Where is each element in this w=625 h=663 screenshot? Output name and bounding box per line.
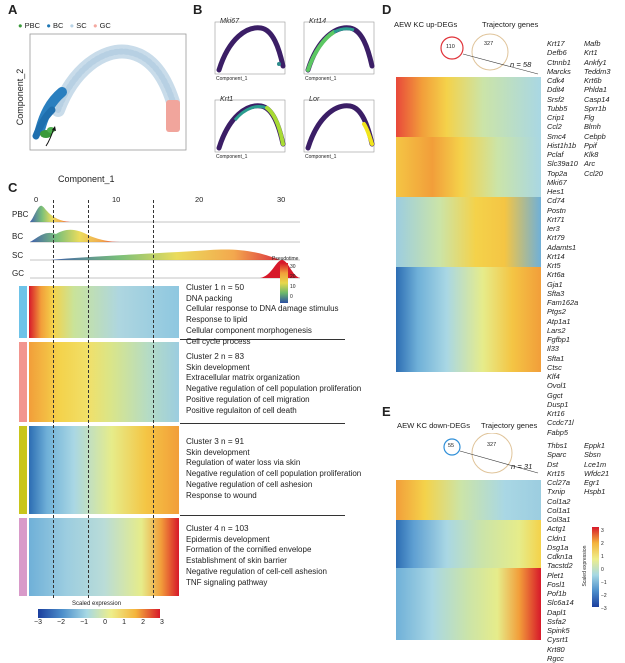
e-heatmap xyxy=(396,480,541,640)
cluster-4-text: Cluster 4 n = 103 Epidermis development … xyxy=(186,524,327,587)
guide-line-3 xyxy=(153,200,154,598)
e-left-title: AEW KC down-DEGs xyxy=(397,421,471,430)
pseudotime-ticks: 30 20 10 0 xyxy=(290,264,296,300)
cluster-3-heatmap xyxy=(29,426,179,514)
d-gene-list-2: Mafb Krt1 Ankfy1 Teddm3 Krt6b Phlda1 Cas… xyxy=(584,39,611,178)
d-left-title: AEW KC up-DEGs xyxy=(394,20,458,29)
panel-b-xlabel-4: Component_1 xyxy=(305,154,337,160)
d-right-title: Trajectory genes xyxy=(482,20,539,29)
cluster-1-text: Cluster 1 n = 50 DNA packing Cellular re… xyxy=(186,283,339,346)
legend-bc: BC xyxy=(52,21,64,30)
c-scale-label: Scaled expression xyxy=(72,601,122,607)
panel-c-ridge-plot xyxy=(30,205,300,279)
plot-title-lor: Lor xyxy=(309,94,320,103)
e-scale-label: Scaled expression xyxy=(582,545,588,587)
e-gene-list-2: Eppk1 Sbsn Lce1m Wfdc21 Egr1 Hspb1 xyxy=(584,441,610,497)
e-right-title: Trajectory genes xyxy=(481,421,538,430)
cluster-separator-1 xyxy=(180,339,345,340)
ridge-label-bc: BC xyxy=(12,232,24,241)
c-scale-colorbar xyxy=(38,609,160,618)
panel-b-letter: B xyxy=(193,2,203,17)
e-gene-list-1: Thbs1 Sparc Dst Krt15 Ccl27a Txnip Col1a… xyxy=(547,441,574,663)
e-venn-right-count: 327 xyxy=(487,442,497,448)
panel-a-ylabel: Component_2 xyxy=(15,68,25,126)
guide-line-1 xyxy=(53,200,54,598)
d-venn-right-count: 327 xyxy=(484,41,494,47)
d-heatmap xyxy=(396,77,541,372)
e-scale-ticks: 3 2 1 0 −1 −2 −3 xyxy=(601,528,607,612)
panel-b-xlabel-3: Component_1 xyxy=(216,154,248,160)
cluster-3-text: Cluster 3 n = 91 Skin development Regula… xyxy=(186,437,362,500)
panel-b-plot-mki67 xyxy=(214,21,286,75)
plot-title-krt1: Krt1 xyxy=(220,94,234,103)
panel-b-xlabel-2: Component_1 xyxy=(305,76,337,82)
panel-b-xlabel-1: Component_1 xyxy=(216,76,248,82)
d-venn-left-count: 110 xyxy=(446,44,455,50)
pseudotime-label: Pseudotime xyxy=(272,256,299,262)
e-venn-left-count: 55 xyxy=(448,443,455,449)
panel-a-trajectory-plot xyxy=(29,33,187,151)
cluster-1-heatmap xyxy=(29,286,179,338)
panel-d-letter: D xyxy=(382,2,392,17)
cluster-4-bar xyxy=(19,518,27,596)
c-xtick-10: 10 xyxy=(112,195,121,204)
e-venn-diagram xyxy=(443,433,539,474)
plot-title-mki67: Mki67 xyxy=(220,16,240,25)
ridge-label-sc: SC xyxy=(12,251,24,260)
cluster-2-heatmap xyxy=(29,342,179,422)
e-n-label: n = 31 xyxy=(511,462,533,471)
panel-b-plot-krt1 xyxy=(214,99,286,153)
ridge-label-gc: GC xyxy=(12,269,24,278)
d-gene-list-1: Krt17 Defb6 Ctnnb1 Marcks Cdk4 Ddit4 Srs… xyxy=(547,39,579,437)
cluster-2-bar xyxy=(19,342,27,422)
cluster-separator-3 xyxy=(180,515,345,516)
panel-e-letter: E xyxy=(382,404,391,419)
panel-b-plot-krt14 xyxy=(303,21,375,75)
cluster-1-bar xyxy=(19,286,27,338)
panel-b-plot-lor xyxy=(303,99,375,153)
guide-line-2 xyxy=(88,200,89,598)
c-xtick-0: 0 xyxy=(34,195,39,204)
ridge-label-pbc: PBC xyxy=(12,210,29,219)
d-n-label: n = 58 xyxy=(510,60,532,69)
cluster-3-bar xyxy=(19,426,27,514)
e-scale-colorbar xyxy=(592,527,599,607)
plot-title-krt14: Krt14 xyxy=(309,16,327,25)
cluster-2-text: Cluster 2 n = 83 Skin development Extrac… xyxy=(186,352,362,415)
c-scale-ticks: −3 −2 −1 0 1 2 3 xyxy=(34,619,164,626)
d-venn-diagram xyxy=(440,33,539,75)
c-xtick-20: 20 xyxy=(195,195,204,204)
cluster-4-heatmap xyxy=(29,518,179,596)
panel-a-letter: A xyxy=(8,2,18,17)
panel-a-xlabel: Component_1 xyxy=(58,174,115,184)
cluster-separator-2 xyxy=(180,423,345,424)
legend-sc: SC xyxy=(76,21,87,30)
panel-a-legend: ● PBC ● BC ● SC ● GC xyxy=(18,21,111,30)
legend-pbc: PBC xyxy=(24,21,41,30)
c-xtick-30: 30 xyxy=(277,195,286,204)
pseudotime-colorbar xyxy=(280,263,288,303)
panel-c-letter: C xyxy=(8,180,18,195)
legend-gc: GC xyxy=(99,21,111,30)
